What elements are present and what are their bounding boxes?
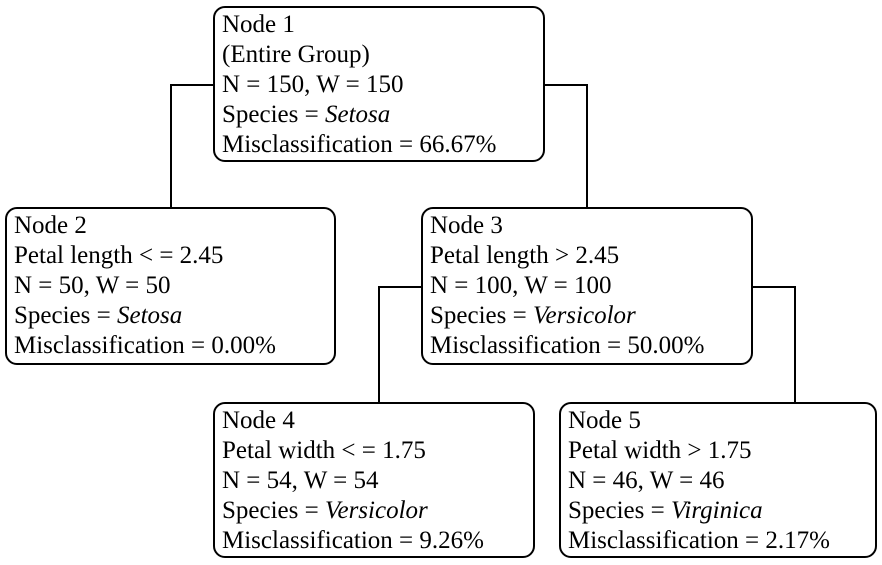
- node-title: Node 3: [430, 212, 503, 239]
- node-counts: N = 150, W = 150: [222, 71, 404, 98]
- node-subtitle: (Entire Group): [222, 41, 370, 68]
- edge-node1-node2: [170, 84, 213, 207]
- species-value: Virginica: [670, 497, 763, 524]
- species-label: Species =: [568, 497, 671, 524]
- species-label: Species =: [14, 302, 117, 329]
- node-title: Node 4: [222, 407, 295, 434]
- node-split-rule: Petal length < = 2.45: [14, 242, 224, 269]
- node-misclassification: Misclassification = 2.17%: [568, 527, 830, 554]
- node-title: Node 2: [14, 212, 87, 239]
- species-value: Versicolor: [532, 302, 636, 329]
- node-split-rule: Petal width < = 1.75: [222, 437, 426, 464]
- node-counts: N = 100, W = 100: [430, 272, 612, 299]
- node-misclassification: Misclassification = 66.67%: [222, 131, 497, 158]
- node-misclassification: Misclassification = 0.00%: [14, 332, 276, 359]
- node-counts: N = 54, W = 54: [222, 467, 379, 494]
- node-counts: N = 46, W = 46: [568, 467, 725, 494]
- node-species-line: Species = Virginica: [568, 496, 875, 526]
- species-label: Species =: [222, 497, 325, 524]
- node-species-line: Species = Setosa: [222, 100, 543, 130]
- node-counts: N = 50, W = 50: [14, 272, 171, 299]
- tree-node-3: Node 3 Petal length > 2.45 N = 100, W = …: [421, 207, 753, 365]
- edge-node3-node5: [753, 286, 796, 402]
- node-misclassification: Misclassification = 9.26%: [222, 527, 484, 554]
- edge-node3-node4: [378, 286, 421, 402]
- species-value: Versicolor: [324, 497, 428, 524]
- node-title: Node 5: [568, 407, 641, 434]
- node-title: Node 1: [222, 11, 295, 38]
- edge-node1-node3: [545, 84, 588, 207]
- tree-node-5: Node 5 Petal width > 1.75 N = 46, W = 46…: [559, 402, 877, 558]
- tree-node-2: Node 2 Petal length < = 2.45 N = 50, W =…: [5, 207, 336, 365]
- species-label: Species =: [222, 101, 325, 128]
- node-split-rule: Petal width > 1.75: [568, 437, 752, 464]
- species-value: Setosa: [116, 302, 183, 329]
- node-species-line: Species = Versicolor: [430, 301, 751, 331]
- tree-node-4: Node 4 Petal width < = 1.75 N = 54, W = …: [213, 402, 535, 558]
- node-species-line: Species = Setosa: [14, 301, 334, 331]
- species-value: Setosa: [324, 101, 391, 128]
- node-species-line: Species = Versicolor: [222, 496, 533, 526]
- tree-node-1: Node 1 (Entire Group) N = 150, W = 150 S…: [213, 6, 545, 162]
- node-misclassification: Misclassification = 50.00%: [430, 332, 705, 359]
- species-label: Species =: [430, 302, 533, 329]
- node-split-rule: Petal length > 2.45: [430, 242, 620, 269]
